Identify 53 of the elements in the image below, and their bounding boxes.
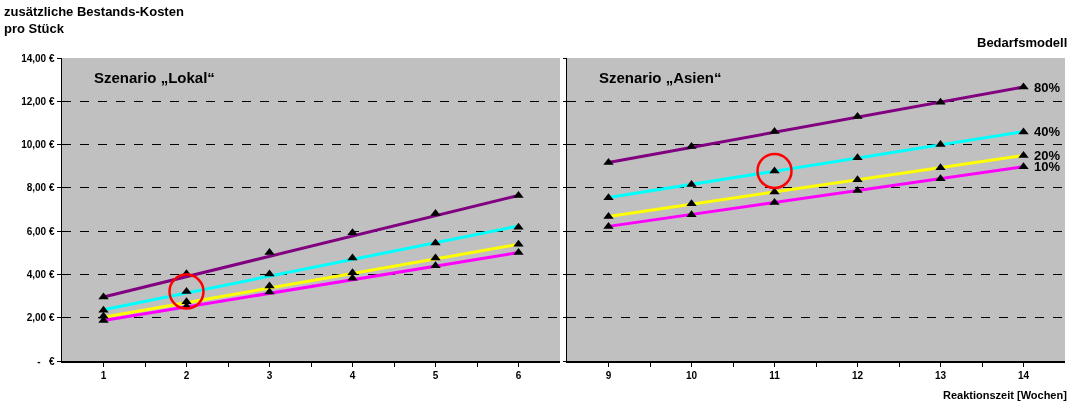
point — [513, 222, 524, 230]
point — [264, 269, 275, 277]
y-tick-label: 14,00 € — [21, 52, 55, 64]
point — [430, 253, 441, 261]
y-tick-label: 6,00 € — [26, 225, 55, 237]
point — [430, 261, 441, 269]
series-label: 80% — [1034, 80, 1061, 95]
x-tick-label: 10 — [685, 369, 698, 381]
point — [603, 221, 614, 229]
point — [852, 153, 863, 161]
point — [168, 273, 205, 310]
point — [756, 152, 793, 190]
point — [1018, 127, 1029, 135]
point — [603, 193, 614, 201]
point — [430, 208, 441, 216]
x-axis-title: Reaktionszeit [Wochen] — [943, 389, 1068, 401]
y-tick-label: 8,00 € — [26, 182, 55, 194]
x-tick-label: 14 — [1017, 369, 1030, 381]
point — [852, 185, 863, 193]
x-tick-label: 9 — [605, 369, 612, 381]
y-tick-label: - € — [37, 355, 55, 367]
point — [347, 253, 358, 261]
x-tick-label: 4 — [349, 369, 356, 381]
text: Szenario „Asien“ — [599, 69, 722, 86]
x-tick-label: 1 — [100, 369, 107, 381]
y-tick-label: 10,00 € — [21, 139, 55, 151]
point — [513, 239, 524, 247]
x-tick-label: 3 — [266, 369, 273, 381]
y-axis-title: zusätzliche Bestands-Kosten pro Stück — [4, 4, 184, 36]
x-tick-label: 6 — [515, 369, 522, 381]
point — [852, 111, 863, 119]
x-tick-label: 12 — [851, 369, 864, 381]
series-label: 40% — [1034, 124, 1061, 139]
y-tick-label: 12,00 € — [21, 95, 55, 107]
point — [264, 287, 275, 295]
x-tick-label: 13 — [934, 369, 947, 381]
point — [603, 211, 614, 219]
x-tick-label: 5 — [432, 369, 439, 381]
legend-title: Bedarfsmodell — [977, 35, 1068, 50]
point — [935, 174, 946, 182]
point — [98, 305, 109, 313]
y-tick-label: 2,00 € — [26, 312, 55, 324]
x-tick-label: 11 — [769, 369, 781, 381]
point — [1018, 150, 1029, 158]
point — [852, 175, 863, 183]
point — [1018, 82, 1029, 90]
point — [98, 292, 109, 300]
x-tick-label: 2 — [183, 369, 190, 381]
point — [686, 199, 697, 207]
text: Szenario „Lokal“ — [94, 69, 215, 86]
y-tick-label: 4,00 € — [26, 268, 55, 280]
point — [430, 238, 441, 246]
point — [513, 190, 524, 198]
